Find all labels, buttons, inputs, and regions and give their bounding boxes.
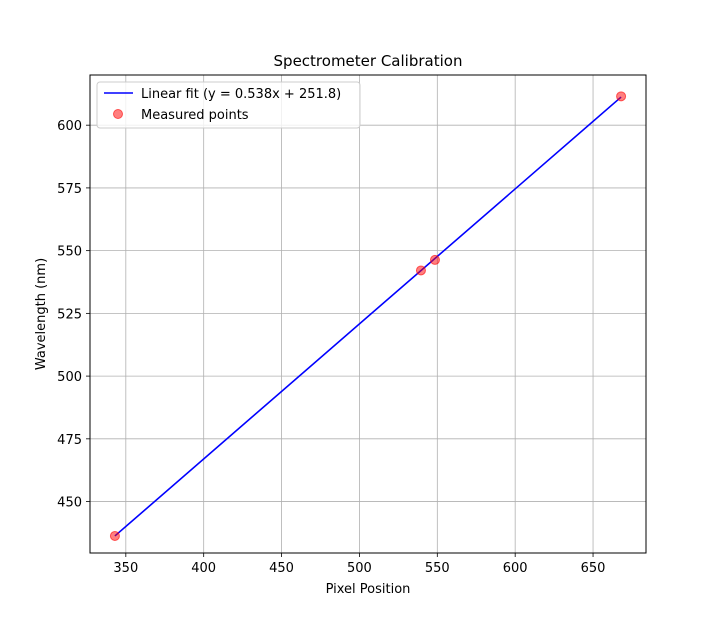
x-tick-label: 600 [503,561,528,576]
y-axis-label: Wavelength (nm) [34,258,49,370]
legend: Linear fit (y = 0.538x + 251.8) Measured… [96,81,361,129]
x-axis: 350 400 450 500 550 600 650 [113,553,605,576]
data-point [415,265,426,276]
y-tick-label: 600 [57,119,82,134]
y-tick-label: 550 [57,245,82,260]
fit-line [114,96,622,537]
chart-title: Spectrometer Calibration [274,52,463,70]
data-point [109,530,120,541]
x-tick-label: 350 [113,561,138,576]
legend-label-fit: Linear fit (y = 0.538x + 251.8) [141,87,341,102]
y-tick-label: 475 [57,433,82,448]
y-tick-label: 450 [57,496,82,511]
x-axis-label: Pixel Position [326,582,411,597]
legend-label-points: Measured points [141,108,249,123]
y-tick-label: 500 [57,370,82,385]
plot-frame [89,74,647,554]
x-tick-label: 500 [347,561,372,576]
x-tick-label: 450 [269,561,294,576]
y-axis: 450 475 500 525 550 575 600 [57,119,90,511]
legend-box [96,81,361,129]
x-tick-label: 550 [425,561,450,576]
legend-marker-swatch [113,109,123,119]
data-point [616,91,627,102]
data-point [429,254,440,265]
plot-series [109,91,627,541]
y-tick-label: 575 [57,182,82,197]
x-tick-label: 650 [581,561,606,576]
y-tick-label: 525 [57,307,82,322]
grid [90,75,646,553]
x-tick-label: 400 [191,561,216,576]
